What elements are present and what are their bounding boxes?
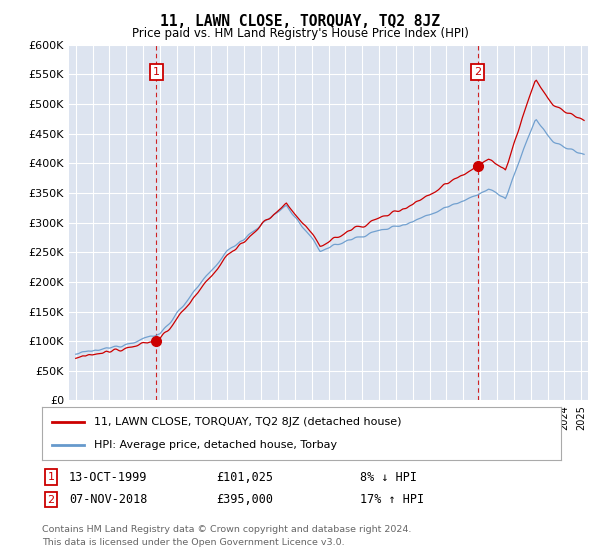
Text: HPI: Average price, detached house, Torbay: HPI: Average price, detached house, Torb… xyxy=(94,440,337,450)
Text: 07-NOV-2018: 07-NOV-2018 xyxy=(69,493,148,506)
Text: 2: 2 xyxy=(474,67,481,77)
Text: 13-OCT-1999: 13-OCT-1999 xyxy=(69,470,148,484)
Text: 1: 1 xyxy=(153,67,160,77)
Text: 2: 2 xyxy=(47,494,55,505)
Text: 17% ↑ HPI: 17% ↑ HPI xyxy=(360,493,424,506)
Text: 11, LAWN CLOSE, TORQUAY, TQ2 8JZ (detached house): 11, LAWN CLOSE, TORQUAY, TQ2 8JZ (detach… xyxy=(94,417,401,427)
Text: 8% ↓ HPI: 8% ↓ HPI xyxy=(360,470,417,484)
Text: 11, LAWN CLOSE, TORQUAY, TQ2 8JZ: 11, LAWN CLOSE, TORQUAY, TQ2 8JZ xyxy=(160,14,440,29)
Text: £101,025: £101,025 xyxy=(216,470,273,484)
Text: 1: 1 xyxy=(47,472,55,482)
Text: Contains HM Land Registry data © Crown copyright and database right 2024.: Contains HM Land Registry data © Crown c… xyxy=(42,525,412,534)
Text: This data is licensed under the Open Government Licence v3.0.: This data is licensed under the Open Gov… xyxy=(42,538,344,547)
Text: Price paid vs. HM Land Registry's House Price Index (HPI): Price paid vs. HM Land Registry's House … xyxy=(131,27,469,40)
Text: £395,000: £395,000 xyxy=(216,493,273,506)
